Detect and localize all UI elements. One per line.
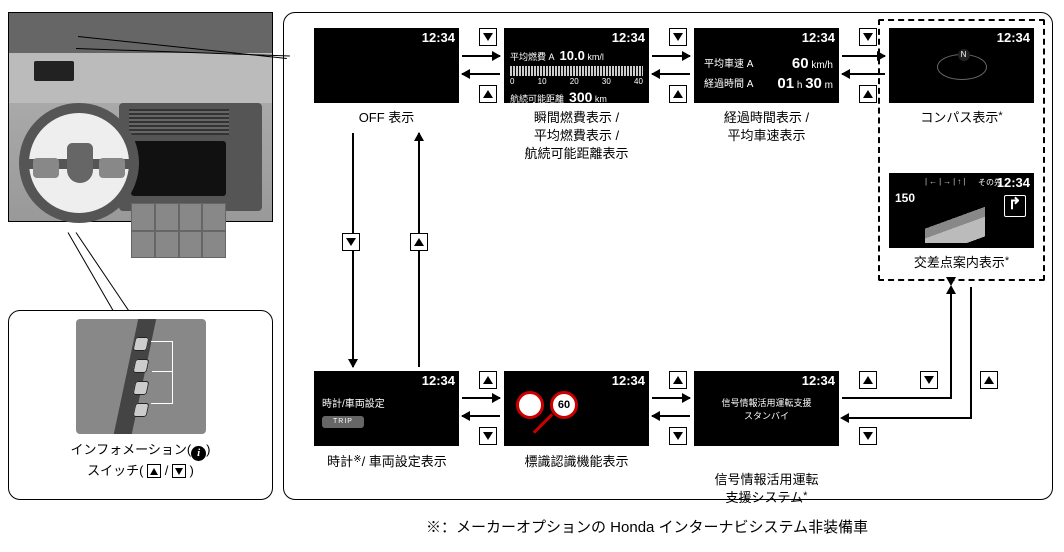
up-button[interactable] [669, 371, 687, 389]
info-switch-box: インフォメーション(i) スイッチ( / ) [8, 310, 273, 500]
clock: 12:34 [802, 373, 835, 388]
nav-arrow-h [462, 391, 500, 424]
up-button[interactable] [669, 85, 687, 103]
label-clockset: 時計※/ 車両設定表示 [302, 453, 472, 471]
clock: 12:34 [802, 30, 835, 45]
label-off: OFF 表示 [314, 109, 459, 127]
screen-speed: 12:34 平均車速 A60 km/h 経過時間 A 01 h 30 m [694, 28, 839, 103]
down-button[interactable] [479, 28, 497, 46]
down-icon [172, 464, 186, 478]
screen-clockset: 12:34 時計/車両設定 TRIP [314, 371, 459, 446]
clock: 12:34 [997, 30, 1030, 45]
screen-sign: 12:34 60 [504, 371, 649, 446]
down-button[interactable] [859, 427, 877, 445]
label-speed: 経過時間表示 / 平均車速表示 [694, 109, 839, 145]
label-signal: 信号情報活用運転 支援システム* [694, 453, 839, 508]
up-button[interactable] [479, 371, 497, 389]
down-button[interactable] [669, 28, 687, 46]
down-button[interactable] [342, 233, 360, 251]
label-sign: 標識認識機能表示 [504, 453, 649, 471]
screen-fuel: 12:34 平均燃費 A 10.0 km/l 010 2030 40 航続可能距… [504, 28, 649, 103]
up-button[interactable] [859, 85, 877, 103]
down-button[interactable] [859, 28, 877, 46]
up-button[interactable] [479, 85, 497, 103]
clock: 12:34 [422, 373, 455, 388]
display-flow-panel: 12:34 OFF 表示 12:34 平均燃費 A 10.0 km/l 010 … [283, 12, 1053, 500]
clock: 12:34 [612, 30, 645, 45]
label-junction: 交差点案内表示* [889, 254, 1034, 272]
screen-junction: 12:34 |←|→|↑| その先 150 [889, 173, 1034, 248]
down-button[interactable] [669, 427, 687, 445]
info-switch-photo [76, 319, 206, 434]
nav-arrow-h [462, 49, 500, 82]
down-button[interactable] [479, 427, 497, 445]
label-fuel: 瞬間燃費表示 / 平均燃費表示 / 航続可能距離表示 [504, 109, 649, 164]
down-button[interactable] [920, 371, 938, 389]
screen-compass: 12:34 [889, 28, 1034, 103]
up-button[interactable] [859, 371, 877, 389]
nav-arrow-h [842, 49, 885, 82]
up-icon [147, 464, 161, 478]
label-compass: コンパス表示* [889, 109, 1034, 127]
nav-arrow-h [652, 391, 690, 424]
clock: 12:34 [422, 30, 455, 45]
screen-off: 12:34 [314, 28, 459, 103]
nav-arrow-h [652, 49, 690, 82]
screen-signal: 12:34 信号情報活用運転支援 スタンバイ [694, 371, 839, 446]
info-switch-caption: インフォメーション(i) スイッチ( / ) [9, 434, 272, 482]
footnote: ※：メーカーオプションの Honda インターナビシステム非装備車 [426, 516, 868, 537]
up-button[interactable] [980, 371, 998, 389]
up-button[interactable] [410, 233, 428, 251]
info-icon: i [191, 446, 206, 461]
clock: 12:34 [612, 373, 645, 388]
